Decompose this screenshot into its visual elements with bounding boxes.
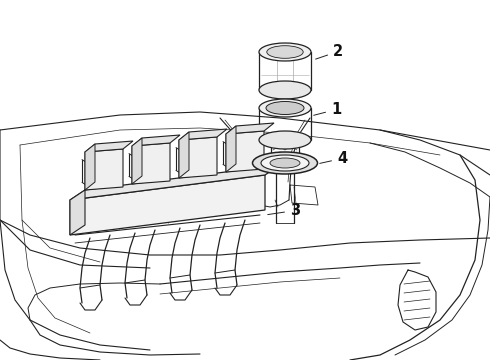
Polygon shape — [179, 132, 189, 178]
Polygon shape — [132, 143, 170, 184]
Text: 4: 4 — [319, 151, 347, 166]
Polygon shape — [226, 131, 264, 172]
Text: 3: 3 — [268, 203, 300, 218]
Ellipse shape — [259, 81, 311, 99]
Polygon shape — [85, 144, 95, 190]
Polygon shape — [70, 165, 280, 200]
Polygon shape — [132, 138, 142, 184]
Text: 2: 2 — [316, 44, 343, 59]
Ellipse shape — [267, 46, 303, 58]
Text: 1: 1 — [314, 102, 341, 117]
Ellipse shape — [259, 99, 311, 117]
Polygon shape — [70, 190, 85, 235]
Polygon shape — [85, 141, 133, 152]
Ellipse shape — [271, 153, 299, 163]
Polygon shape — [226, 123, 274, 134]
Ellipse shape — [261, 155, 309, 171]
Polygon shape — [179, 129, 227, 140]
Ellipse shape — [259, 131, 311, 149]
Polygon shape — [179, 137, 217, 178]
Polygon shape — [226, 126, 236, 172]
Polygon shape — [132, 135, 180, 146]
Ellipse shape — [259, 43, 311, 61]
Polygon shape — [85, 149, 123, 190]
Ellipse shape — [266, 102, 304, 114]
Ellipse shape — [270, 158, 300, 168]
Ellipse shape — [252, 152, 318, 174]
Polygon shape — [70, 175, 265, 235]
